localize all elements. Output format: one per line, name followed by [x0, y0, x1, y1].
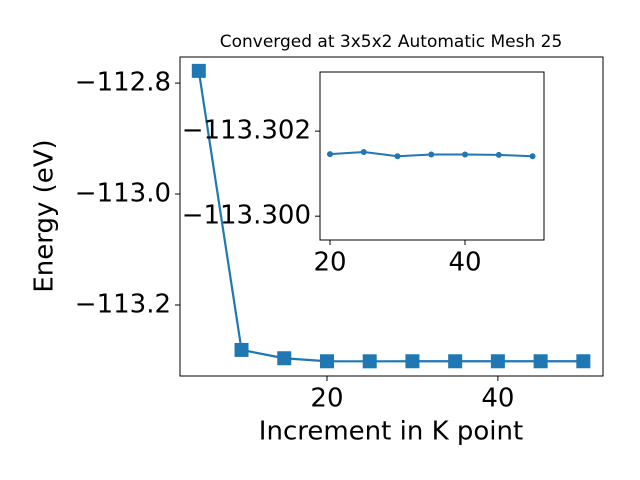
- marker: [360, 148, 367, 155]
- marker: [234, 342, 249, 357]
- marker: [191, 63, 206, 78]
- marker: [495, 151, 502, 158]
- marker: [319, 354, 334, 369]
- y-tick-label: −113.300: [182, 201, 311, 231]
- chart-title: Converged at 3x5x2 Automatic Mesh 25: [220, 32, 563, 52]
- marker: [529, 153, 536, 160]
- marker: [362, 354, 377, 369]
- marker: [448, 354, 463, 369]
- marker: [490, 354, 505, 369]
- y-axis-label: Energy (eV): [30, 139, 60, 292]
- marker: [326, 151, 333, 158]
- x-tick-label: 20: [313, 248, 346, 278]
- y-tick-label: −113.302: [182, 116, 311, 146]
- marker: [576, 354, 591, 369]
- marker: [405, 354, 420, 369]
- y-tick-label: −113.0: [75, 179, 171, 209]
- marker: [277, 351, 292, 366]
- x-tick-label: 20: [310, 384, 343, 414]
- marker: [394, 153, 401, 160]
- x-tick-label: 40: [481, 384, 514, 414]
- y-tick-label: −112.8: [75, 68, 171, 98]
- x-axis-label: Increment in K point: [259, 417, 523, 447]
- marker: [462, 151, 469, 158]
- marker: [428, 151, 435, 158]
- marker: [533, 354, 548, 369]
- y-tick-label: −113.2: [75, 289, 171, 319]
- line: [197, 70, 584, 363]
- x-tick-label: 40: [448, 248, 481, 278]
